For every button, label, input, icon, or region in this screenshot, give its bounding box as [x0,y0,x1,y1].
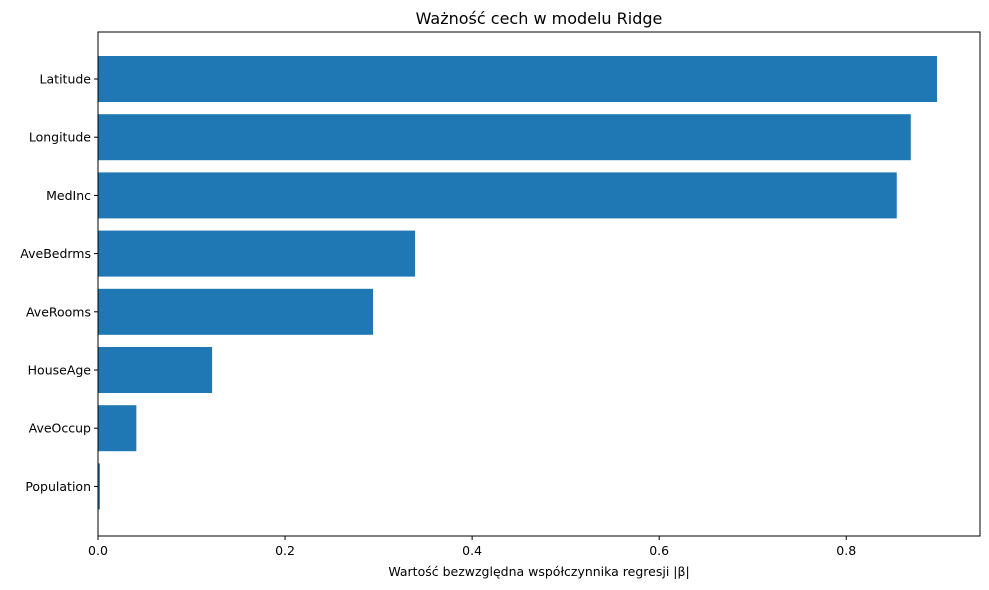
y-tick-label: Latitude [40,72,92,87]
bar-avebedrms [98,230,416,277]
x-axis-label: Wartość bezwzględna współczynnika regres… [388,564,689,579]
y-tick-label: AveRooms [26,304,91,319]
bar-medinc [98,172,897,219]
y-axis-ticks: Latitude Longitude MedInc AveBedrms AveRooms… [20,72,98,494]
bar-population [98,463,100,510]
x-axis-ticks: 0.0 0.2 0.4 0.6 0.8 [88,536,856,558]
y-tick-label: HouseAge [28,363,92,378]
x-tick-label: 0.6 [649,543,669,558]
plot-frame [97,31,981,537]
bar-houseage [98,347,213,393]
bar-latitude [98,56,937,102]
y-tick-label: AveBedrms [20,246,91,261]
y-tick-label: Population [25,479,91,494]
bars-group [98,56,937,510]
y-tick-label: AveOccup [29,421,91,436]
chart-title: Ważność cech w modelu Ridge [416,9,663,28]
y-tick-label: MedInc [46,188,91,203]
x-tick-label: 0.4 [462,543,482,558]
bar-longitude [98,114,911,161]
bar-aveoccup [98,405,137,452]
x-tick-label: 0.0 [88,543,108,558]
x-tick-label: 0.8 [836,543,856,558]
y-tick-label: Longitude [29,130,91,145]
bar-averooms [98,288,373,335]
x-tick-label: 0.2 [275,543,295,558]
